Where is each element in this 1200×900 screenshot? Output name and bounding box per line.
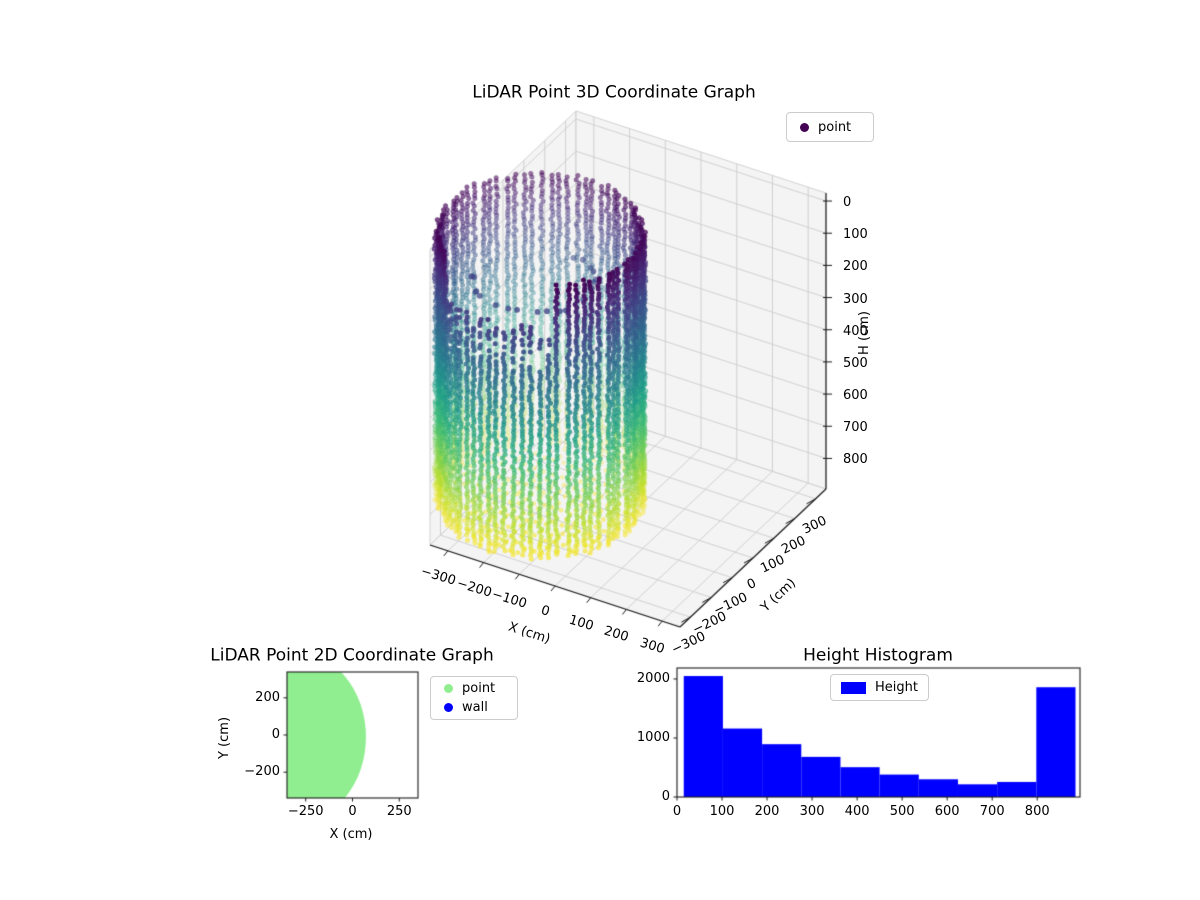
plot2d-legend-wall-label: wall — [462, 700, 488, 715]
histogram-x-tick-label: 300 — [799, 803, 825, 819]
plot3d-h-tick-label: 500 — [843, 355, 868, 371]
plot2d-xaxis-label: X (cm) — [329, 826, 373, 842]
histogram-title: Height Histogram — [803, 645, 953, 666]
plot3d-h-tick-label: 0 — [843, 194, 852, 210]
plot3d-title: LiDAR Point 3D Coordinate Graph — [472, 82, 756, 103]
plot3d-h-tick-label: 400 — [843, 323, 868, 339]
wall-marker-icon — [444, 703, 453, 712]
plot3d-legend: point — [786, 112, 874, 142]
histogram-x-tick-label: 100 — [709, 803, 735, 819]
histogram-y-tick-label: 1000 — [636, 729, 670, 745]
histogram-x-tick-label: 700 — [979, 803, 1005, 819]
histogram-legend: Height — [830, 674, 929, 701]
plot2d-legend-point-label: point — [462, 681, 496, 696]
histogram-legend-label: Height — [875, 680, 918, 695]
plot2d-y-tick-label: −200 — [244, 764, 280, 780]
plot2d-y-tick-label: 0 — [271, 726, 280, 742]
plot3d-h-tick-label: 800 — [843, 452, 868, 468]
point-marker-icon — [444, 684, 453, 693]
histogram-x-tick-label: 400 — [844, 803, 870, 819]
histogram-x-tick-label: 0 — [672, 803, 682, 819]
height-swatch-icon — [841, 681, 866, 694]
plot3d-h-tick-label: 300 — [843, 291, 868, 307]
plot3d-h-tick-label: 100 — [843, 227, 868, 243]
histogram-y-tick-label: 0 — [661, 788, 670, 804]
histogram-y-tick-label: 2000 — [636, 670, 670, 686]
plot3d-h-tick-label: 200 — [843, 259, 868, 275]
histogram-x-tick-label: 500 — [889, 803, 915, 819]
plot3d-h-tick-label: 600 — [843, 387, 868, 403]
plot2d-x-tick-label: −250 — [287, 803, 324, 819]
plot3d-h-tick-label: 700 — [843, 420, 868, 436]
histogram-x-tick-label: 600 — [934, 803, 960, 819]
plot2d-x-tick-label: 250 — [386, 803, 412, 819]
point-marker-icon — [800, 122, 809, 132]
plot2d-title: LiDAR Point 2D Coordinate Graph — [210, 645, 494, 666]
plot2d-yaxis-label: Y (cm) — [216, 716, 232, 760]
histogram-x-tick-label: 200 — [754, 803, 780, 819]
histogram-x-tick-label: 800 — [1024, 803, 1050, 819]
plot2d-y-tick-label: 200 — [255, 689, 280, 705]
plot2d-legend: point wall — [430, 676, 518, 720]
plot3d-legend-label: point — [818, 119, 852, 135]
plot2d-x-tick-label: 0 — [348, 803, 357, 819]
